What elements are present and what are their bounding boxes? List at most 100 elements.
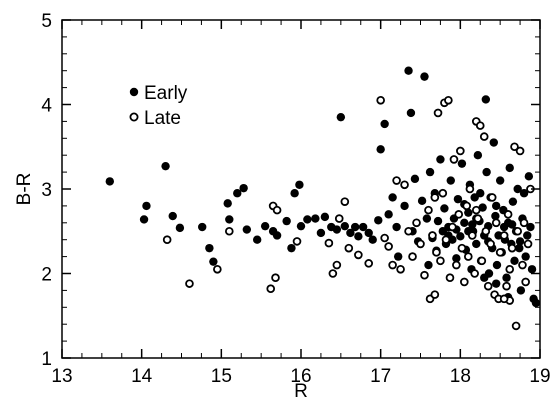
early-point bbox=[515, 237, 525, 246]
late-point bbox=[513, 226, 522, 236]
legend-label-early: Early bbox=[144, 83, 188, 104]
late-point bbox=[452, 260, 461, 270]
early-point bbox=[225, 215, 234, 224]
late-point bbox=[162, 235, 172, 245]
early-point bbox=[519, 189, 529, 198]
early-point bbox=[482, 167, 491, 177]
early-point bbox=[440, 204, 449, 213]
early-point bbox=[527, 265, 537, 274]
early-point bbox=[446, 176, 455, 185]
early-point bbox=[491, 201, 501, 211]
early-point bbox=[480, 273, 489, 282]
early-point bbox=[510, 256, 519, 266]
early-point bbox=[295, 180, 304, 189]
early-point bbox=[508, 197, 518, 206]
x-tick-label: 18 bbox=[450, 366, 471, 387]
early-point bbox=[354, 232, 363, 241]
late-point bbox=[430, 290, 440, 299]
late-point bbox=[445, 273, 455, 283]
late-point bbox=[457, 243, 467, 253]
late-point bbox=[404, 226, 413, 236]
late-point bbox=[420, 270, 429, 280]
early-point bbox=[464, 208, 473, 217]
early-point bbox=[142, 201, 151, 211]
early-point bbox=[526, 222, 535, 232]
late-point bbox=[465, 184, 475, 194]
late-point bbox=[380, 233, 389, 243]
x-axis-title: R bbox=[294, 381, 308, 402]
late-point bbox=[460, 277, 469, 287]
late-point bbox=[486, 239, 495, 249]
late-point bbox=[449, 155, 459, 164]
early-point bbox=[457, 159, 467, 168]
early-point bbox=[404, 66, 413, 75]
late-point bbox=[481, 226, 491, 236]
early-point bbox=[320, 212, 330, 222]
early-point bbox=[524, 172, 534, 181]
early-point bbox=[489, 138, 498, 147]
early-point bbox=[374, 216, 383, 225]
early-point bbox=[384, 210, 393, 219]
early-point bbox=[296, 221, 306, 231]
points-layer bbox=[105, 66, 541, 331]
late-point bbox=[428, 231, 437, 240]
legend-marker-early bbox=[129, 87, 139, 97]
early-point bbox=[105, 177, 115, 186]
early-point bbox=[209, 257, 218, 266]
late-point bbox=[444, 95, 453, 105]
early-point bbox=[400, 201, 409, 211]
late-point bbox=[292, 237, 302, 246]
early-point bbox=[311, 214, 320, 223]
early-point bbox=[460, 218, 469, 227]
early-point bbox=[376, 145, 385, 154]
late-point bbox=[463, 252, 473, 261]
late-point bbox=[518, 260, 527, 270]
late-point bbox=[388, 260, 397, 270]
late-point bbox=[272, 205, 282, 215]
late-point bbox=[334, 214, 344, 223]
late-point bbox=[408, 252, 417, 261]
y-tick-label: 4 bbox=[41, 96, 52, 117]
early-point bbox=[420, 72, 429, 81]
early-point bbox=[516, 286, 526, 295]
late-point bbox=[515, 146, 525, 156]
late-point bbox=[384, 242, 393, 251]
early-point bbox=[223, 199, 232, 208]
early-point bbox=[476, 189, 485, 198]
early-point bbox=[507, 220, 517, 229]
late-point bbox=[432, 248, 441, 257]
late-point bbox=[396, 264, 405, 274]
early-point bbox=[242, 225, 252, 234]
late-point bbox=[328, 269, 338, 278]
early-point bbox=[422, 214, 432, 223]
tick-labels-layer: 13 14 15 16 17 18 19 1 2 3 4 5 bbox=[41, 11, 550, 387]
late-point bbox=[185, 279, 194, 288]
early-point bbox=[472, 239, 481, 249]
early-point bbox=[410, 174, 420, 184]
late-point bbox=[477, 256, 487, 266]
early-point bbox=[336, 112, 346, 122]
early-point bbox=[198, 222, 207, 232]
late-point bbox=[400, 180, 409, 190]
early-point bbox=[282, 216, 291, 226]
early-point bbox=[233, 189, 242, 198]
late-point bbox=[483, 281, 493, 291]
early-point bbox=[346, 228, 355, 238]
early-point bbox=[340, 221, 350, 231]
early-point bbox=[290, 189, 299, 198]
late-point bbox=[510, 142, 519, 152]
early-point bbox=[168, 211, 177, 221]
early-point bbox=[380, 119, 389, 129]
early-point bbox=[436, 155, 445, 164]
early-point bbox=[368, 235, 377, 244]
early-point bbox=[433, 216, 443, 226]
late-point bbox=[225, 226, 234, 236]
y-axis-title: B-R bbox=[14, 173, 35, 206]
late-point bbox=[416, 239, 425, 249]
early-point bbox=[287, 243, 296, 253]
ticks-layer bbox=[61, 19, 541, 359]
late-point bbox=[430, 193, 440, 202]
early-point bbox=[499, 222, 509, 232]
early-point bbox=[491, 211, 500, 221]
